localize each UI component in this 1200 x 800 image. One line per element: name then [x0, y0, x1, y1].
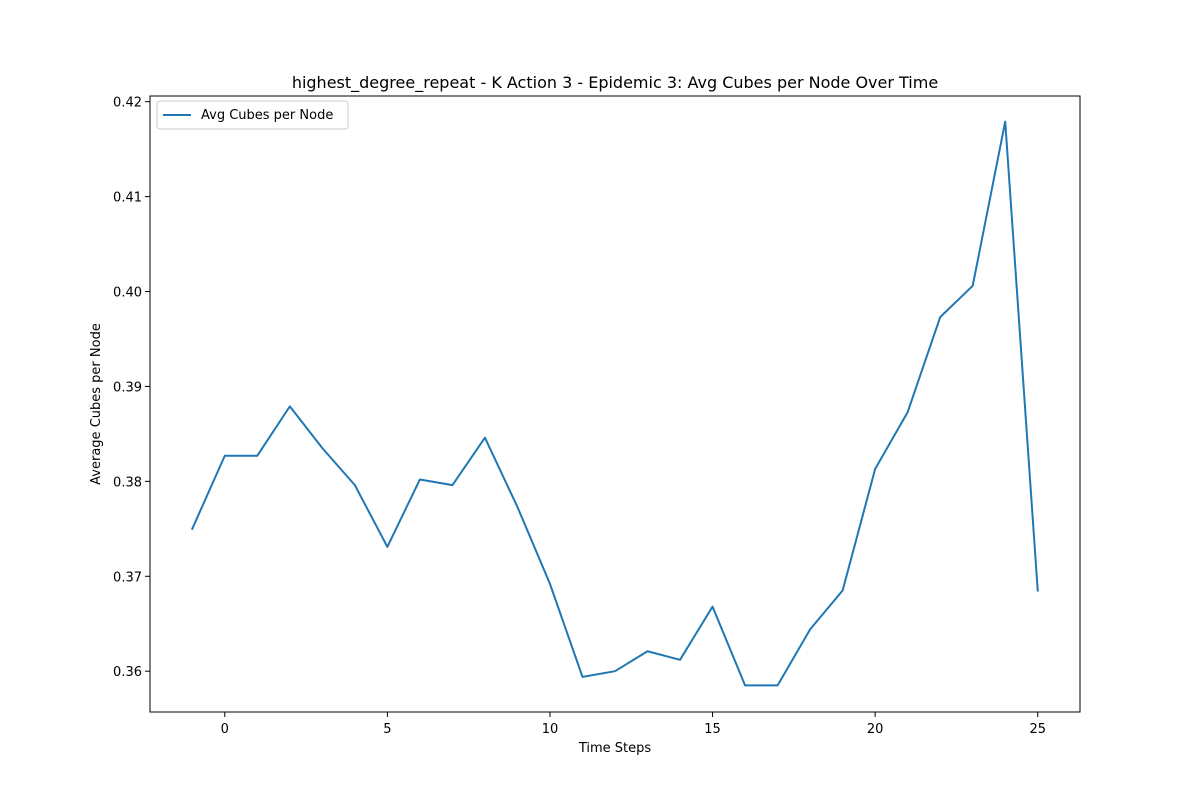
- data-point: [581, 676, 583, 678]
- data-point: [972, 285, 974, 287]
- legend: Avg Cubes per Node: [156, 100, 349, 130]
- data-point: [321, 447, 323, 449]
- data-point: [224, 455, 226, 457]
- data-point: [647, 650, 649, 652]
- data-point: [386, 546, 388, 548]
- x-axis-label: Time Steps: [578, 741, 652, 756]
- x-tick-label: 25: [1029, 722, 1046, 737]
- series-line: [190, 120, 1039, 687]
- y-tick-label: 0.41: [113, 191, 142, 206]
- data-point: [451, 484, 453, 486]
- y-tick-label: 0.37: [113, 570, 142, 585]
- data-point: [744, 684, 746, 686]
- data-point: [1037, 590, 1039, 592]
- y-axis: 0.36 0.37 0.38 0.39 0.40 0.41 0.42: [113, 96, 150, 680]
- x-tick-label: 0: [221, 722, 229, 737]
- data-point: [809, 628, 811, 630]
- plot-area: [190, 120, 1039, 687]
- data-point: [712, 606, 714, 608]
- x-tick-label: 20: [867, 722, 884, 737]
- legend-label: Avg Cubes per Node: [201, 108, 333, 123]
- x-tick-label: 10: [542, 722, 559, 737]
- y-tick-label: 0.36: [113, 665, 142, 680]
- y-tick-label: 0.38: [113, 475, 142, 490]
- data-point: [842, 590, 844, 592]
- data-point: [354, 484, 356, 486]
- data-point: [874, 468, 876, 470]
- data-point: [939, 316, 941, 318]
- y-tick-label: 0.39: [113, 380, 142, 395]
- data-point: [289, 405, 291, 407]
- x-axis: 0 5 10 15 20 25: [221, 712, 1046, 737]
- data-point: [549, 583, 551, 585]
- data-point: [907, 411, 909, 413]
- y-tick-label: 0.40: [113, 286, 142, 301]
- x-tick-label: 5: [383, 722, 391, 737]
- data-point: [516, 506, 518, 508]
- data-point: [419, 478, 421, 480]
- data-point: [1004, 121, 1006, 123]
- y-axis-label: Average Cubes per Node: [89, 323, 104, 485]
- data-point: [256, 455, 258, 457]
- legend-box: [156, 100, 349, 130]
- data-point: [614, 670, 616, 672]
- data-point: [777, 684, 779, 686]
- data-point: [191, 528, 193, 530]
- plot-frame: [149, 95, 1081, 713]
- data-point: [679, 659, 681, 661]
- chart-title: highest_degree_repeat - K Action 3 - Epi…: [292, 73, 938, 93]
- data-point: [484, 437, 486, 439]
- x-tick-label: 15: [704, 722, 721, 737]
- y-tick-label: 0.42: [113, 96, 142, 111]
